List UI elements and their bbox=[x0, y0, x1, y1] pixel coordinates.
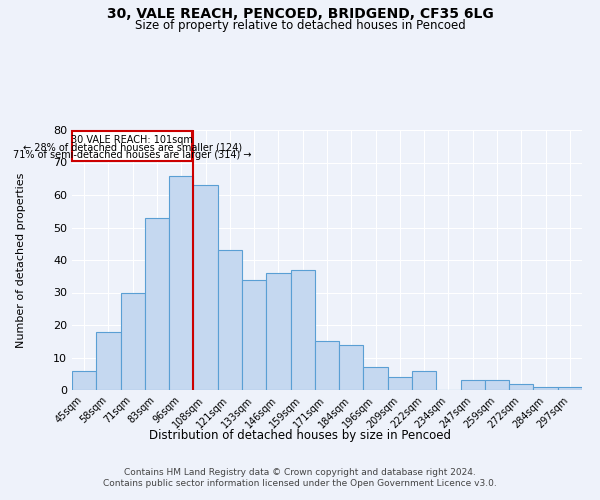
Bar bbox=[461, 380, 485, 390]
Text: 30, VALE REACH, PENCOED, BRIDGEND, CF35 6LG: 30, VALE REACH, PENCOED, BRIDGEND, CF35 … bbox=[107, 8, 493, 22]
Bar bbox=[145, 218, 169, 390]
Bar bbox=[96, 332, 121, 390]
Bar bbox=[364, 367, 388, 390]
Bar bbox=[315, 341, 339, 390]
Text: Contains public sector information licensed under the Open Government Licence v3: Contains public sector information licen… bbox=[103, 480, 497, 488]
Text: 71% of semi-detached houses are larger (314) →: 71% of semi-detached houses are larger (… bbox=[13, 150, 251, 160]
Bar bbox=[266, 273, 290, 390]
Bar bbox=[218, 250, 242, 390]
Text: Contains HM Land Registry data © Crown copyright and database right 2024.: Contains HM Land Registry data © Crown c… bbox=[124, 468, 476, 477]
Bar bbox=[558, 387, 582, 390]
Text: 30 VALE REACH: 101sqm: 30 VALE REACH: 101sqm bbox=[71, 135, 193, 145]
Bar bbox=[533, 387, 558, 390]
Bar bbox=[412, 370, 436, 390]
Bar bbox=[169, 176, 193, 390]
Text: Size of property relative to detached houses in Pencoed: Size of property relative to detached ho… bbox=[134, 19, 466, 32]
Y-axis label: Number of detached properties: Number of detached properties bbox=[16, 172, 26, 348]
Bar bbox=[242, 280, 266, 390]
Text: ← 28% of detached houses are smaller (124): ← 28% of detached houses are smaller (12… bbox=[23, 142, 242, 152]
Bar bbox=[388, 377, 412, 390]
Bar bbox=[509, 384, 533, 390]
Bar bbox=[72, 370, 96, 390]
Bar bbox=[121, 292, 145, 390]
Text: Distribution of detached houses by size in Pencoed: Distribution of detached houses by size … bbox=[149, 428, 451, 442]
Bar bbox=[193, 185, 218, 390]
Bar bbox=[290, 270, 315, 390]
Bar bbox=[339, 344, 364, 390]
Bar bbox=[485, 380, 509, 390]
FancyBboxPatch shape bbox=[72, 130, 192, 161]
